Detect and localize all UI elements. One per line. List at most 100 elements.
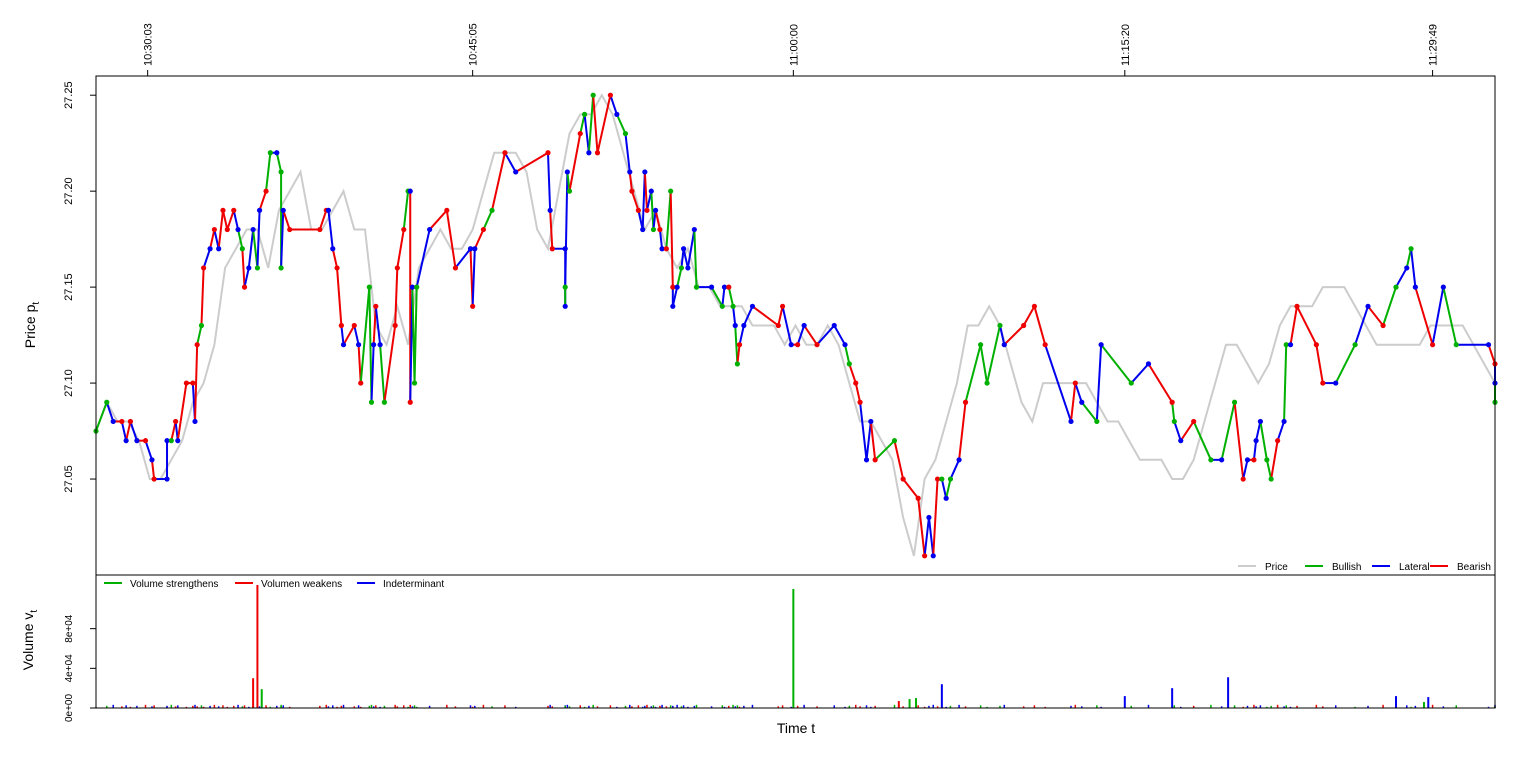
trend-segment	[1130, 363, 1150, 384]
trend-series	[93, 92, 1498, 559]
trend-segment	[1382, 286, 1397, 326]
trend-segment	[742, 305, 754, 326]
trend-segment	[222, 210, 229, 230]
trend-point	[622, 130, 629, 137]
trend-segment	[803, 324, 818, 346]
trend-segment	[609, 94, 618, 115]
trend-point	[1031, 303, 1038, 309]
trend-segment	[331, 248, 339, 269]
volume-legend-label: Indeterminant	[383, 579, 444, 590]
trend-segment	[394, 267, 399, 326]
trend-point	[254, 265, 261, 271]
x-tick-label: 10:45:05	[468, 23, 480, 66]
trend-segment	[95, 401, 108, 432]
trend-segment	[247, 229, 255, 269]
price-y-tick-label: 27.20	[63, 177, 75, 205]
volume-legend-label: Volumen weakens	[261, 579, 342, 590]
trend-segment	[1255, 421, 1262, 441]
trend-point	[407, 399, 413, 405]
trend-point	[381, 399, 388, 405]
trend-segment	[125, 421, 132, 441]
trend-point	[1404, 265, 1410, 271]
trend-point	[1094, 418, 1100, 425]
trend-segment	[652, 210, 657, 230]
trend-point	[183, 380, 189, 386]
trend-point	[142, 438, 149, 444]
trend-segment	[945, 478, 952, 499]
trend-segment	[734, 325, 739, 364]
trend-point	[678, 265, 685, 271]
trend-point	[267, 150, 273, 156]
price-legend-label: Price	[1265, 562, 1288, 573]
trend-point	[614, 111, 620, 117]
trend-point	[779, 303, 786, 309]
trend-point	[368, 399, 375, 405]
price-legend-label: Lateral	[1399, 562, 1430, 573]
trend-point	[562, 303, 568, 309]
trend-point	[274, 150, 280, 156]
trend-point	[915, 495, 921, 501]
trend-point	[1072, 380, 1078, 386]
trend-segment	[1395, 267, 1408, 288]
trend-point	[922, 553, 928, 559]
trend-segment	[256, 210, 261, 268]
volume-plot-frame	[95, 574, 1496, 709]
trend-point	[325, 207, 332, 213]
trend-point	[231, 207, 237, 213]
trend-segment	[515, 151, 549, 173]
trend-segment	[1080, 401, 1098, 423]
trend-point	[1231, 399, 1238, 405]
trend-segment	[1095, 344, 1103, 422]
trend-point	[366, 284, 372, 290]
trend-segment	[342, 325, 356, 346]
trend-segment	[628, 171, 633, 192]
trend-segment	[1283, 344, 1288, 422]
trend-point	[788, 342, 794, 348]
trend-segment	[144, 440, 153, 461]
trend-segment	[340, 325, 345, 345]
trend-segment	[237, 229, 244, 249]
trend-point	[730, 303, 736, 309]
trend-segment	[1265, 459, 1273, 480]
trend-point	[1408, 246, 1414, 252]
trend-segment	[874, 439, 896, 461]
trend-point	[644, 207, 650, 213]
trend-segment	[359, 287, 371, 384]
trend-point	[151, 476, 157, 482]
trend-segment	[781, 306, 793, 345]
trend-segment	[241, 248, 246, 288]
trend-point	[123, 438, 129, 444]
volume-y-axis-label: Volume vt	[20, 610, 40, 671]
trend-point	[640, 226, 646, 233]
trend-point	[943, 495, 949, 501]
trend-point	[1042, 342, 1048, 348]
trend-segment	[1044, 344, 1072, 422]
trend-point	[721, 284, 728, 290]
trend-point	[287, 226, 293, 233]
trend-point	[401, 226, 407, 233]
trend-segment	[1100, 344, 1133, 384]
trend-point	[175, 438, 181, 444]
volume-y-tick-label: 8e+04	[64, 614, 75, 643]
x-axis-label: Time t	[777, 720, 815, 736]
trend-segment	[402, 191, 410, 230]
trend-point	[216, 246, 222, 252]
trend-point	[977, 342, 984, 348]
trend-segment	[669, 191, 674, 288]
trend-segment	[1173, 421, 1182, 441]
trend-point	[1068, 418, 1074, 425]
trend-point	[194, 342, 200, 348]
trend-segment	[658, 229, 664, 249]
trend-point	[775, 322, 781, 329]
trend-point	[207, 246, 213, 252]
trend-point	[407, 188, 413, 194]
trend-point	[409, 284, 415, 290]
trend-point	[1393, 284, 1399, 290]
trend-segment	[1179, 420, 1195, 442]
trend-point	[513, 169, 519, 175]
trend-point	[562, 246, 568, 252]
trend-segment	[546, 152, 552, 211]
trend-point	[411, 380, 418, 386]
trend-segment	[1367, 305, 1384, 327]
trend-point	[653, 207, 659, 213]
